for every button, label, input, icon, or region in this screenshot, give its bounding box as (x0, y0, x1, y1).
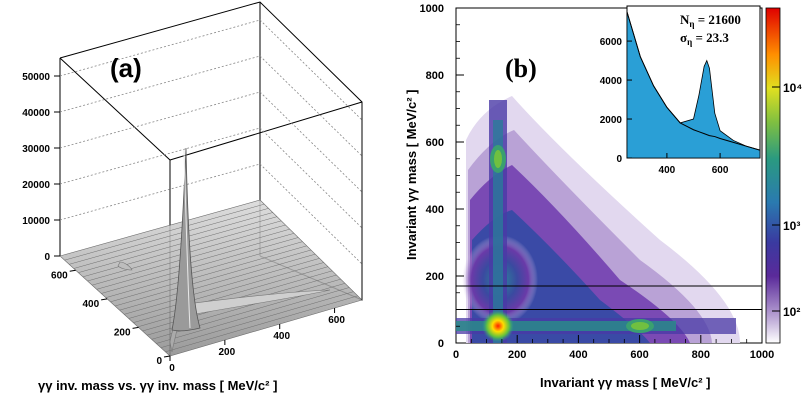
inset-fit-curve (627, 11, 760, 151)
x-tick-label: 0 (453, 349, 459, 361)
mesh-line (101, 237, 299, 294)
y-tick-label: 600 (426, 137, 444, 149)
hot-spot-right-core (631, 322, 649, 330)
x-floor-tick-label: 200 (219, 347, 236, 358)
z-tick-label: 50000 (22, 72, 50, 83)
inset-y-tick-label: 0 (616, 154, 622, 165)
inset-stat-sigma: ση = 23.3 (680, 30, 729, 47)
z-gridline-left (59, 19, 261, 77)
y-tick-label: 200 (426, 271, 444, 283)
inset-stat-n: Nη = 21600 (680, 12, 741, 29)
mesh-line (133, 266, 329, 323)
z-gridline-right (259, 19, 363, 121)
panel-b-xlabel: Invariant γγ mass [ MeV/c² ] (540, 375, 711, 390)
palette-tick-label: 10³ (783, 219, 800, 233)
y-floor-tick-mark (132, 326, 139, 329)
inset-y-tick-label: 4000 (600, 76, 623, 87)
x-tick-label: 200 (508, 349, 526, 361)
inset-x-ticks: 400 600 (659, 153, 729, 176)
x-floor-tick-label: 600 (328, 315, 345, 326)
mesh-line (128, 262, 324, 319)
peak-highlight (183, 149, 191, 329)
ridge-x (177, 289, 331, 317)
z-gridline-left (59, 55, 261, 113)
panel-a-xlabel: γγ inv. mass vs. γγ inv. mass [ MeV/c² ] (38, 378, 277, 393)
panel-b-ylabel: Invariant γγ mass [ MeV/c² ] (404, 89, 419, 260)
y-floor-ticks: 0 200 400 600 (51, 269, 171, 367)
palette-bar (765, 7, 781, 344)
x-tick-label: 800 (692, 349, 710, 361)
hot-spot-main (482, 310, 514, 342)
mesh-line (160, 291, 354, 348)
palette-ticks: 10² 10³ 10⁴ (772, 81, 802, 319)
mesh-line (64, 203, 265, 261)
mesh-line (114, 249, 312, 307)
peak-secondary (117, 261, 133, 271)
mesh-line (73, 212, 273, 269)
mesh-line (124, 258, 320, 315)
mesh-line (96, 233, 295, 290)
mesh-line (69, 208, 269, 265)
heatmap-body (456, 96, 762, 343)
mesh-line (156, 287, 350, 344)
panel-a-label: (a) (110, 53, 142, 83)
inset-histogram: 400 600 0 2000 4000 6000 Nη = 21600 ση = 23.… (600, 5, 761, 176)
y-floor-tick-mark (101, 298, 108, 301)
z-tick-label: 0 (44, 252, 50, 263)
mesh-line (105, 241, 303, 298)
mesh-line (119, 253, 316, 311)
y-axis-ticks: 0 200 400 600 800 1000 (420, 3, 464, 350)
z-gridlines (59, 19, 363, 265)
x-tick-label: 400 (569, 349, 587, 361)
peak-main (171, 147, 201, 332)
y-floor-tick-label: 400 (82, 299, 99, 310)
x-floor-tick-label: 0 (169, 363, 175, 374)
x-axis-ticks: 0 200 400 600 800 1000 (453, 335, 774, 361)
z-gridline-left (59, 163, 261, 221)
y-floor-tick-label: 600 (51, 270, 68, 281)
z-gridline-left (59, 127, 261, 185)
inset-x-tick-label: 400 (659, 165, 676, 176)
hot-spot-upper-core (494, 150, 502, 168)
band-horizontal-core (456, 321, 676, 331)
z-tick-label: 20000 (22, 180, 50, 191)
x-floor-ticks: 0 200 400 600 (169, 308, 345, 374)
box-top-front-edge (169, 101, 363, 161)
surface-floor (59, 199, 363, 357)
z-gridline-right (259, 55, 363, 157)
color-palette: 10² 10³ 10⁴ (765, 7, 802, 344)
y-floor-tick-mark (163, 355, 171, 358)
z-axis-ticks: 0 10000 20000 30000 40000 50000 (22, 72, 60, 263)
palette-tick-label: 10⁴ (783, 81, 802, 95)
y-tick-label: 0 (438, 338, 444, 350)
y-tick-label: 1000 (420, 3, 444, 15)
x-tick-label: 600 (630, 349, 648, 361)
mesh-line (78, 216, 278, 273)
y-tick-label: 400 (426, 204, 444, 216)
z-gridline-right (259, 127, 363, 229)
y-tick-label: 800 (426, 70, 444, 82)
band-vertical-core (493, 120, 503, 343)
inset-y-tick-label: 6000 (600, 37, 623, 48)
panel-b-label: (b) (505, 54, 537, 83)
inset-x-tick-label: 600 (712, 165, 729, 176)
panel-a: 0 10000 20000 30000 40000 50000 0 200 400 600 0 2… (22, 1, 363, 393)
x-tick-label: 1000 (750, 349, 774, 361)
box-top-left-edge (59, 57, 171, 161)
y-floor-tick-label: 200 (114, 327, 131, 338)
x-floor-tick-label: 400 (273, 331, 290, 342)
z-tick-label: 30000 (22, 144, 50, 155)
mesh-line (110, 245, 307, 303)
palette-tick-label: 10² (783, 305, 800, 319)
z-gridline-left (59, 91, 261, 149)
mesh-line (165, 295, 358, 353)
z-tick-label: 10000 (22, 216, 50, 227)
y-floor-tick-mark (69, 269, 76, 272)
inset-y-ticks: 0 2000 4000 6000 (600, 37, 632, 165)
z-tick-label: 40000 (22, 108, 50, 119)
inset-y-tick-label: 2000 (600, 115, 623, 126)
y-floor-tick-label: 0 (156, 356, 162, 367)
